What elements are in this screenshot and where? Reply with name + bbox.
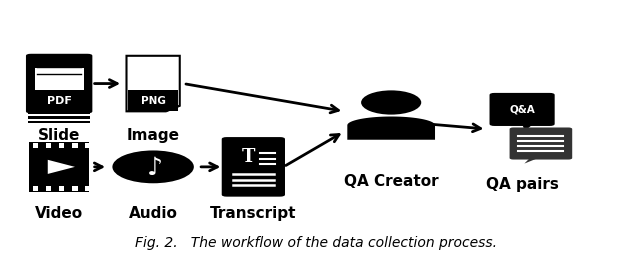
Polygon shape [48, 160, 75, 174]
FancyBboxPatch shape [59, 186, 64, 191]
Circle shape [361, 90, 422, 115]
Polygon shape [525, 158, 538, 164]
FancyBboxPatch shape [30, 142, 89, 192]
Polygon shape [522, 124, 533, 131]
FancyBboxPatch shape [85, 186, 91, 191]
FancyBboxPatch shape [46, 186, 51, 191]
FancyBboxPatch shape [59, 143, 64, 148]
FancyBboxPatch shape [46, 143, 51, 148]
Circle shape [112, 150, 194, 183]
Text: Video: Video [35, 206, 83, 221]
Text: Fig. 2.   The workflow of the data collection process.: Fig. 2. The workflow of the data collect… [135, 236, 497, 250]
FancyBboxPatch shape [72, 143, 78, 148]
FancyBboxPatch shape [26, 54, 92, 113]
FancyBboxPatch shape [72, 186, 78, 191]
FancyBboxPatch shape [222, 137, 285, 197]
Polygon shape [166, 106, 179, 111]
Text: Audio: Audio [129, 206, 178, 221]
FancyBboxPatch shape [130, 75, 170, 89]
Text: ♪: ♪ [147, 156, 163, 180]
Text: PNG: PNG [141, 96, 166, 106]
FancyBboxPatch shape [35, 68, 83, 90]
Text: Slide: Slide [38, 128, 80, 143]
FancyBboxPatch shape [28, 112, 90, 114]
FancyBboxPatch shape [28, 116, 90, 119]
Polygon shape [126, 56, 179, 111]
Text: Q&A: Q&A [509, 104, 535, 115]
FancyBboxPatch shape [85, 143, 91, 148]
Text: T: T [241, 148, 255, 166]
FancyBboxPatch shape [28, 121, 90, 123]
Polygon shape [348, 117, 435, 140]
Text: PDF: PDF [47, 96, 71, 106]
Text: QA Creator: QA Creator [344, 174, 439, 189]
FancyBboxPatch shape [490, 93, 555, 126]
Text: QA pairs: QA pairs [486, 177, 559, 192]
Text: Image: Image [126, 128, 179, 143]
FancyBboxPatch shape [509, 127, 572, 159]
FancyBboxPatch shape [128, 90, 178, 111]
FancyBboxPatch shape [32, 186, 38, 191]
Text: Transcript: Transcript [210, 206, 296, 221]
FancyBboxPatch shape [32, 143, 38, 148]
